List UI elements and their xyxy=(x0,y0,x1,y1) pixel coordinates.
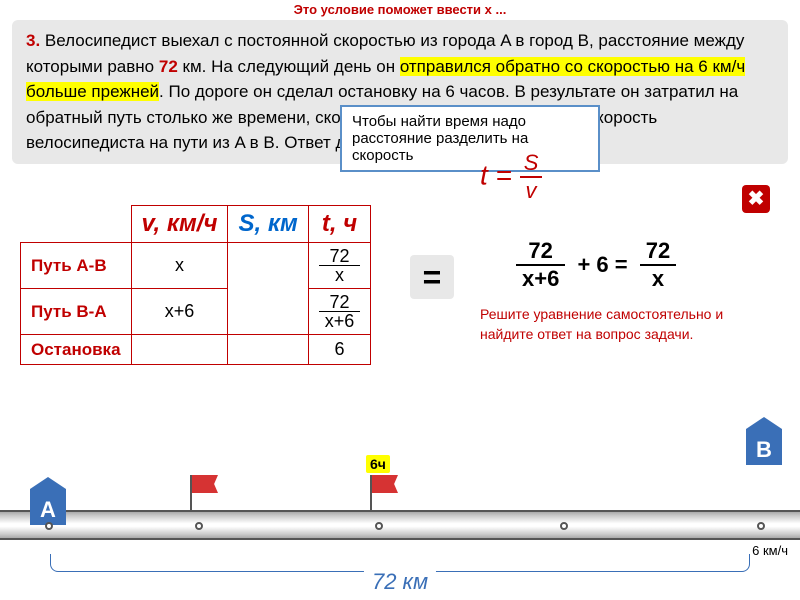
cell-v-ba: x+6 xyxy=(131,289,228,335)
formula-fraction: S v xyxy=(520,150,543,204)
col-time: t, ч xyxy=(308,206,371,243)
eq-plus: + 6 = xyxy=(577,252,633,277)
road-diagram: B A 6ч 72 км 6 км/ч xyxy=(0,420,800,600)
flag-stop: 6ч xyxy=(370,475,372,510)
col-velocity: v, км/ч xyxy=(131,206,228,243)
eq-n2: 72 xyxy=(640,238,676,266)
city-b-label: B xyxy=(746,437,782,463)
city-a-marker: A xyxy=(30,489,66,525)
post-icon xyxy=(757,522,765,530)
row-path-ab: Путь A-B xyxy=(21,243,132,289)
cell-t-ba: 72x+6 xyxy=(308,289,371,335)
cell-stop-time: 6 xyxy=(308,335,371,365)
eq-n1: 72 xyxy=(516,238,565,266)
city-a-label: A xyxy=(30,497,66,523)
problem-number: 3. xyxy=(26,31,40,50)
cell-t-ab: 72x xyxy=(308,243,371,289)
tooltip-hint: Чтобы найти время надо расстояние раздел… xyxy=(340,105,600,172)
formula-s: S xyxy=(520,150,543,178)
post-icon xyxy=(375,522,383,530)
city-b-marker: B xyxy=(746,429,782,465)
formula-v: v xyxy=(520,178,543,204)
row-stop: Остановка xyxy=(21,335,132,365)
time-formula: t = S v xyxy=(480,150,542,204)
solution-table: v, км/ч S, км t, ч Путь A-B x 72x Путь B… xyxy=(20,205,371,365)
road-line xyxy=(0,510,800,540)
hint-condition: Это условие поможет ввести x ... xyxy=(294,2,507,17)
speed-note: 6 км/ч xyxy=(752,543,788,558)
post-icon xyxy=(195,522,203,530)
post-icon xyxy=(45,522,53,530)
close-button[interactable]: ✖ xyxy=(742,185,770,213)
equals-sign: = xyxy=(410,255,454,299)
row-path-ba: Путь B-A xyxy=(21,289,132,335)
highlight-2: сделал остановку на 6 часов xyxy=(277,82,505,101)
post-icon xyxy=(560,522,568,530)
eq-d2: x xyxy=(640,266,676,292)
flag-1 xyxy=(190,475,192,510)
cell-v-ab: x xyxy=(131,243,228,289)
solve-instruction: Решите уравнение самостоятельно и найдит… xyxy=(480,305,780,344)
problem-t2: км. На следующий день он xyxy=(178,57,400,76)
col-distance: S, км xyxy=(228,206,308,243)
stop-time-label: 6ч xyxy=(366,455,390,473)
formula-t: t = xyxy=(480,159,512,190)
distance-label: 72 км xyxy=(364,569,436,595)
main-equation: 72x+6 + 6 = 72x xyxy=(510,238,682,292)
distance-value: 72 xyxy=(159,57,178,76)
problem-t3: . По дороге он xyxy=(159,82,277,101)
eq-d1: x+6 xyxy=(516,266,565,292)
